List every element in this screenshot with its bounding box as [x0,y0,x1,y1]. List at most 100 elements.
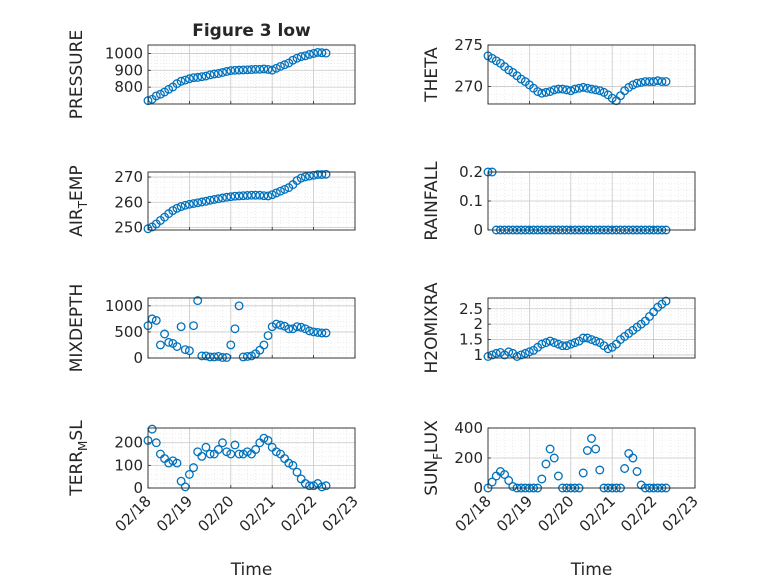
data-point [578,333,588,343]
data-point [292,467,302,477]
data-point [313,47,323,57]
axes-background [148,298,355,358]
subplot-terr: 0 100 200 TERRMSL 02/1802/1902/2002/2102/220… [67,420,362,580]
y-tick-label: 270 [114,168,143,186]
data-point [296,173,306,183]
x-tick-label: 02/22 [617,492,660,535]
data-point [595,86,605,96]
data-point [242,191,252,200]
y-axis-label: AIRTEMP [67,165,90,236]
figure-title: Figure 3 low [192,21,311,41]
data-point [321,48,331,58]
data-point [230,191,240,201]
data-point [632,78,642,88]
y-tick-label: 100 [114,456,143,474]
data-point [628,80,638,90]
data-point [512,352,522,361]
data-point [632,467,642,476]
data-point [267,190,277,200]
data-point [578,82,588,92]
data-point [321,169,331,179]
axes-box [147,427,356,489]
data-point [189,73,198,83]
data-point [587,335,596,344]
data-point [591,85,601,95]
data-point [292,322,302,332]
subplot-theta: 270 275 THETA [422,36,696,106]
data-point [213,351,223,361]
data-point [226,66,236,76]
axes-box [487,44,696,105]
data-point [276,186,285,196]
y-tick-label: 1.5 [459,331,483,349]
data-point [251,190,261,200]
y-tick-label: 270 [454,78,483,96]
y-tick-label: 200 [454,449,483,467]
y-tick-label: 2 [473,315,483,333]
data-point [189,321,198,331]
axes-background [488,45,695,104]
data-point [172,203,182,213]
data-point [213,69,223,78]
x-tick-label: 02/21 [576,492,619,535]
data-point [201,351,211,361]
data-point [587,434,596,443]
y-tick-label: 0 [473,221,483,239]
y-tick-label: 0 [473,479,483,497]
data-point [160,329,170,339]
data-point [172,342,182,351]
data-point [562,85,572,95]
data-point [591,336,601,346]
data-point [300,172,310,182]
data-point [271,319,281,329]
data-point [276,320,285,330]
data-point [205,352,215,362]
y-tick-label: 0.1 [459,192,483,210]
data-point [553,84,563,94]
data-point [504,476,514,485]
data-point [184,469,194,479]
y-axis-label: MIXDEPTH [67,284,87,373]
y-tick-label: 0 [133,479,143,497]
y-tick-label: 0 [133,349,143,367]
y-axis-label: THETA [422,47,442,103]
data-point [317,170,327,179]
data-point [193,72,203,82]
data-point [151,91,161,101]
data-point [537,88,547,98]
data-point [263,436,273,445]
data-point [209,352,219,362]
data-point [296,52,306,62]
data-point [313,170,323,179]
data-point [288,55,298,65]
y-axis-label: PRESSURE [67,30,87,119]
data-point [222,192,232,202]
data-point [213,194,223,204]
data-point [309,48,319,58]
subplot-air: 250 260 270 AIRTEMP [67,165,356,237]
data-point [218,353,227,362]
data-point [242,351,252,361]
data-point [263,64,273,74]
data-point [305,49,314,59]
data-point [591,444,601,454]
y-tick-label: 1000 [105,44,143,62]
data-point [180,75,190,85]
data-point [184,199,194,209]
data-point [180,200,190,210]
y-tick-label: 800 [114,78,143,96]
data-point [553,471,563,481]
data-point [549,338,559,348]
data-point [234,449,244,459]
data-point [271,188,281,198]
data-point [533,87,543,96]
data-point [238,65,248,75]
data-point [309,170,319,180]
data-point [578,468,588,478]
y-axis-label: RAINFALL [422,161,442,241]
data-point [582,333,592,343]
x-tick-label: 02/18 [452,492,495,535]
data-point [620,464,630,473]
data-point [292,53,302,63]
